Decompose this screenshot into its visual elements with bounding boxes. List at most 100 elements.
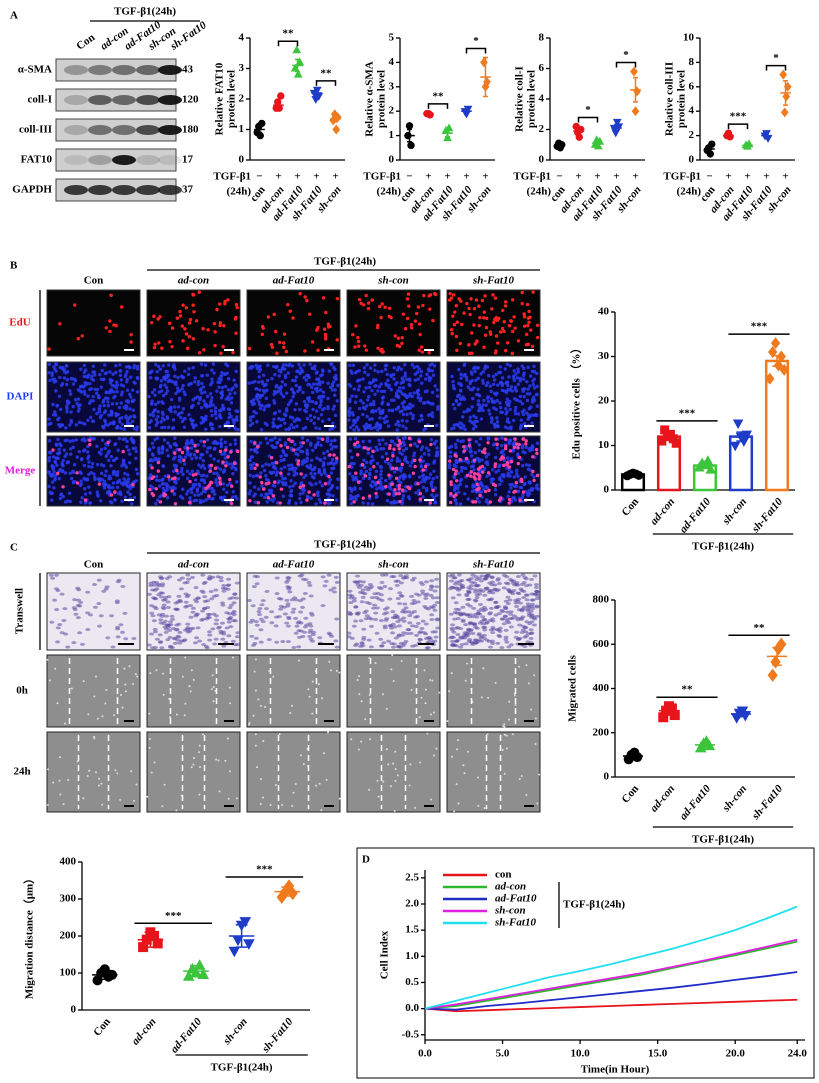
migrated-cell bbox=[356, 585, 362, 589]
nucleus bbox=[370, 388, 374, 393]
migrated-cell bbox=[284, 580, 290, 584]
nucleus bbox=[520, 443, 525, 448]
edu-cell bbox=[353, 345, 357, 349]
nucleus bbox=[205, 394, 210, 399]
nucleus bbox=[164, 369, 168, 374]
y-tick-label: 2 bbox=[239, 93, 245, 105]
nucleus bbox=[353, 437, 358, 441]
nucleus bbox=[114, 364, 118, 368]
micrograph bbox=[346, 654, 441, 728]
migrated-cell bbox=[373, 617, 379, 621]
x-tick-label: ad-Fat10 bbox=[677, 782, 713, 822]
nucleus bbox=[149, 463, 153, 467]
edu-cell bbox=[411, 471, 416, 475]
nucleus bbox=[227, 407, 231, 411]
nucleus bbox=[475, 456, 480, 461]
error-bar bbox=[628, 753, 638, 759]
migrated-cell bbox=[150, 614, 156, 618]
panel-label: C bbox=[10, 542, 18, 554]
nucleus bbox=[250, 455, 255, 459]
nucleus bbox=[193, 376, 197, 380]
treatment-sign: + bbox=[425, 171, 431, 183]
debris bbox=[525, 794, 528, 797]
nucleus bbox=[334, 498, 339, 502]
micrograph bbox=[246, 435, 341, 507]
migrated-cell bbox=[320, 575, 326, 579]
nucleus bbox=[222, 372, 227, 376]
edu-cell bbox=[487, 488, 491, 493]
migrated-cell bbox=[518, 616, 524, 620]
nucleus bbox=[209, 409, 213, 413]
nucleus bbox=[373, 368, 377, 373]
nucleus bbox=[504, 407, 508, 411]
migrated-cell bbox=[531, 623, 537, 627]
migrated-cell bbox=[467, 637, 473, 641]
migrated-cell bbox=[495, 578, 501, 582]
nucleus bbox=[305, 416, 310, 421]
nucleus bbox=[254, 411, 258, 415]
edu-cell bbox=[61, 485, 65, 489]
migrated-cell bbox=[394, 616, 400, 620]
debris bbox=[49, 679, 52, 682]
edu-cell bbox=[493, 464, 497, 469]
debris bbox=[487, 696, 490, 699]
debris bbox=[190, 669, 193, 672]
nucleus bbox=[49, 474, 54, 478]
edu-cell bbox=[460, 322, 464, 327]
nucleus bbox=[367, 395, 371, 399]
edu-cell bbox=[247, 346, 252, 351]
significance-label: ** bbox=[283, 28, 295, 40]
nucleus bbox=[58, 424, 62, 429]
treatment-sign: − bbox=[406, 171, 412, 183]
nucleus bbox=[158, 367, 163, 371]
x-tick-label: Con bbox=[619, 783, 641, 806]
treatment-sign: − bbox=[556, 171, 562, 183]
migrated-cell bbox=[429, 618, 435, 622]
nucleus bbox=[176, 405, 181, 409]
debris bbox=[259, 777, 262, 780]
nucleus bbox=[233, 442, 238, 446]
nucleus bbox=[374, 422, 379, 427]
debris bbox=[232, 656, 235, 659]
nucleus bbox=[321, 390, 326, 394]
edu-cell bbox=[449, 482, 453, 487]
y-axis-label: Relative α-SMA bbox=[364, 61, 376, 137]
nucleus bbox=[528, 491, 532, 496]
debris bbox=[291, 804, 294, 807]
migrated-cell bbox=[160, 612, 166, 616]
nucleus bbox=[273, 436, 277, 440]
nucleus bbox=[474, 378, 478, 382]
nucleus bbox=[303, 408, 307, 413]
nucleus bbox=[375, 461, 380, 466]
nucleus bbox=[495, 416, 499, 420]
migrated-cell bbox=[504, 610, 510, 614]
nucleus bbox=[154, 478, 159, 482]
migrated-cell bbox=[474, 593, 480, 597]
migrated-cell bbox=[409, 594, 415, 598]
nucleus bbox=[402, 443, 407, 447]
migrated-cell bbox=[146, 592, 152, 596]
treatment-sign: + bbox=[294, 171, 300, 183]
data-point bbox=[782, 91, 791, 102]
migrated-cell bbox=[353, 619, 359, 623]
nucleus bbox=[173, 480, 177, 484]
edu-cell bbox=[391, 454, 395, 458]
migrated-cell bbox=[234, 581, 240, 585]
nucleus bbox=[57, 477, 61, 481]
nucleus bbox=[250, 380, 255, 385]
data-point bbox=[193, 959, 206, 970]
nucleus bbox=[351, 363, 356, 368]
edu-cell bbox=[475, 488, 479, 492]
nucleus bbox=[125, 445, 129, 449]
nucleus bbox=[455, 460, 459, 465]
nucleus bbox=[102, 403, 106, 408]
nucleus bbox=[318, 458, 322, 462]
edu-cell bbox=[526, 342, 531, 347]
nucleus bbox=[315, 382, 319, 386]
nucleus bbox=[188, 496, 192, 500]
migrated-cell bbox=[397, 645, 403, 649]
debris bbox=[198, 744, 201, 747]
nucleus bbox=[500, 382, 505, 386]
y-tick-label: 6 bbox=[689, 80, 695, 92]
migrated-cell bbox=[55, 640, 61, 644]
